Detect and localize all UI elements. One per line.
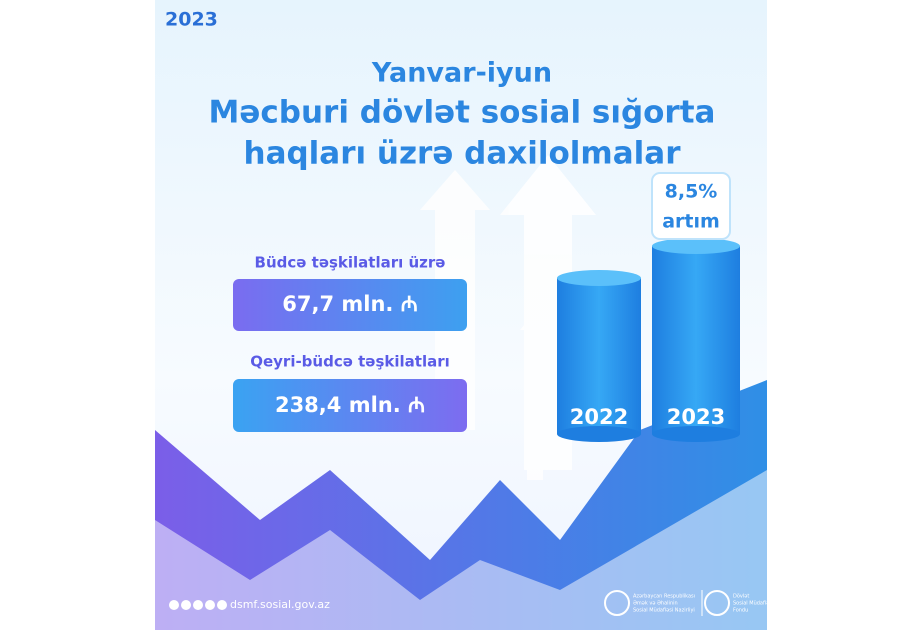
logo-icon [704,590,730,616]
bar-label: 2023 [667,405,725,429]
website: dsmf.sosial.gov.az [230,598,330,611]
logo-icon [604,590,630,616]
social-icons [169,600,227,610]
logo-line: Dövlət [733,594,749,600]
bar-label: 2022 [570,405,628,429]
logo-line: Fondu [733,608,748,614]
logo-line: Sosial Müdafiəsi Nazirliyi [633,608,695,614]
mountains-front [155,470,767,630]
value-box [233,279,467,331]
logo-line: Sosial Müdafiə [733,601,769,607]
growth-value: 8,5% [665,181,718,203]
title: Yanvar-iyun Məcburi dövlət sosial sığort… [209,58,716,172]
title-line: Məcburi dövlət sosial sığorta [209,95,716,131]
growth-badge [651,172,731,240]
cylinder [557,270,641,442]
cylinder [652,238,740,442]
logo-text: Azərbaycan Respublikası Əmək və Əhalinin… [633,594,695,614]
logo-line: Əmək və Əhalinin [633,601,678,607]
year-badge: 2023 [165,9,218,31]
growth-label: artım [662,211,720,233]
title-line: Yanvar-iyun [371,58,552,89]
logo-line: Azərbaycan Respublikası [633,594,695,600]
item-value: 67,7 mln. ₼ [282,292,417,316]
item-value: 238,4 mln. ₼ [275,393,425,417]
item-label: Büdcə təşkilatları üzrə [255,254,446,272]
item-label: Qeyri-büdcə təşkilatları [250,353,450,371]
title-line: haqları üzrə daxilolmalar [244,136,682,172]
logo-text: Dövlət Sosial Müdafiə Fondu [733,594,769,614]
value-box [233,379,467,432]
